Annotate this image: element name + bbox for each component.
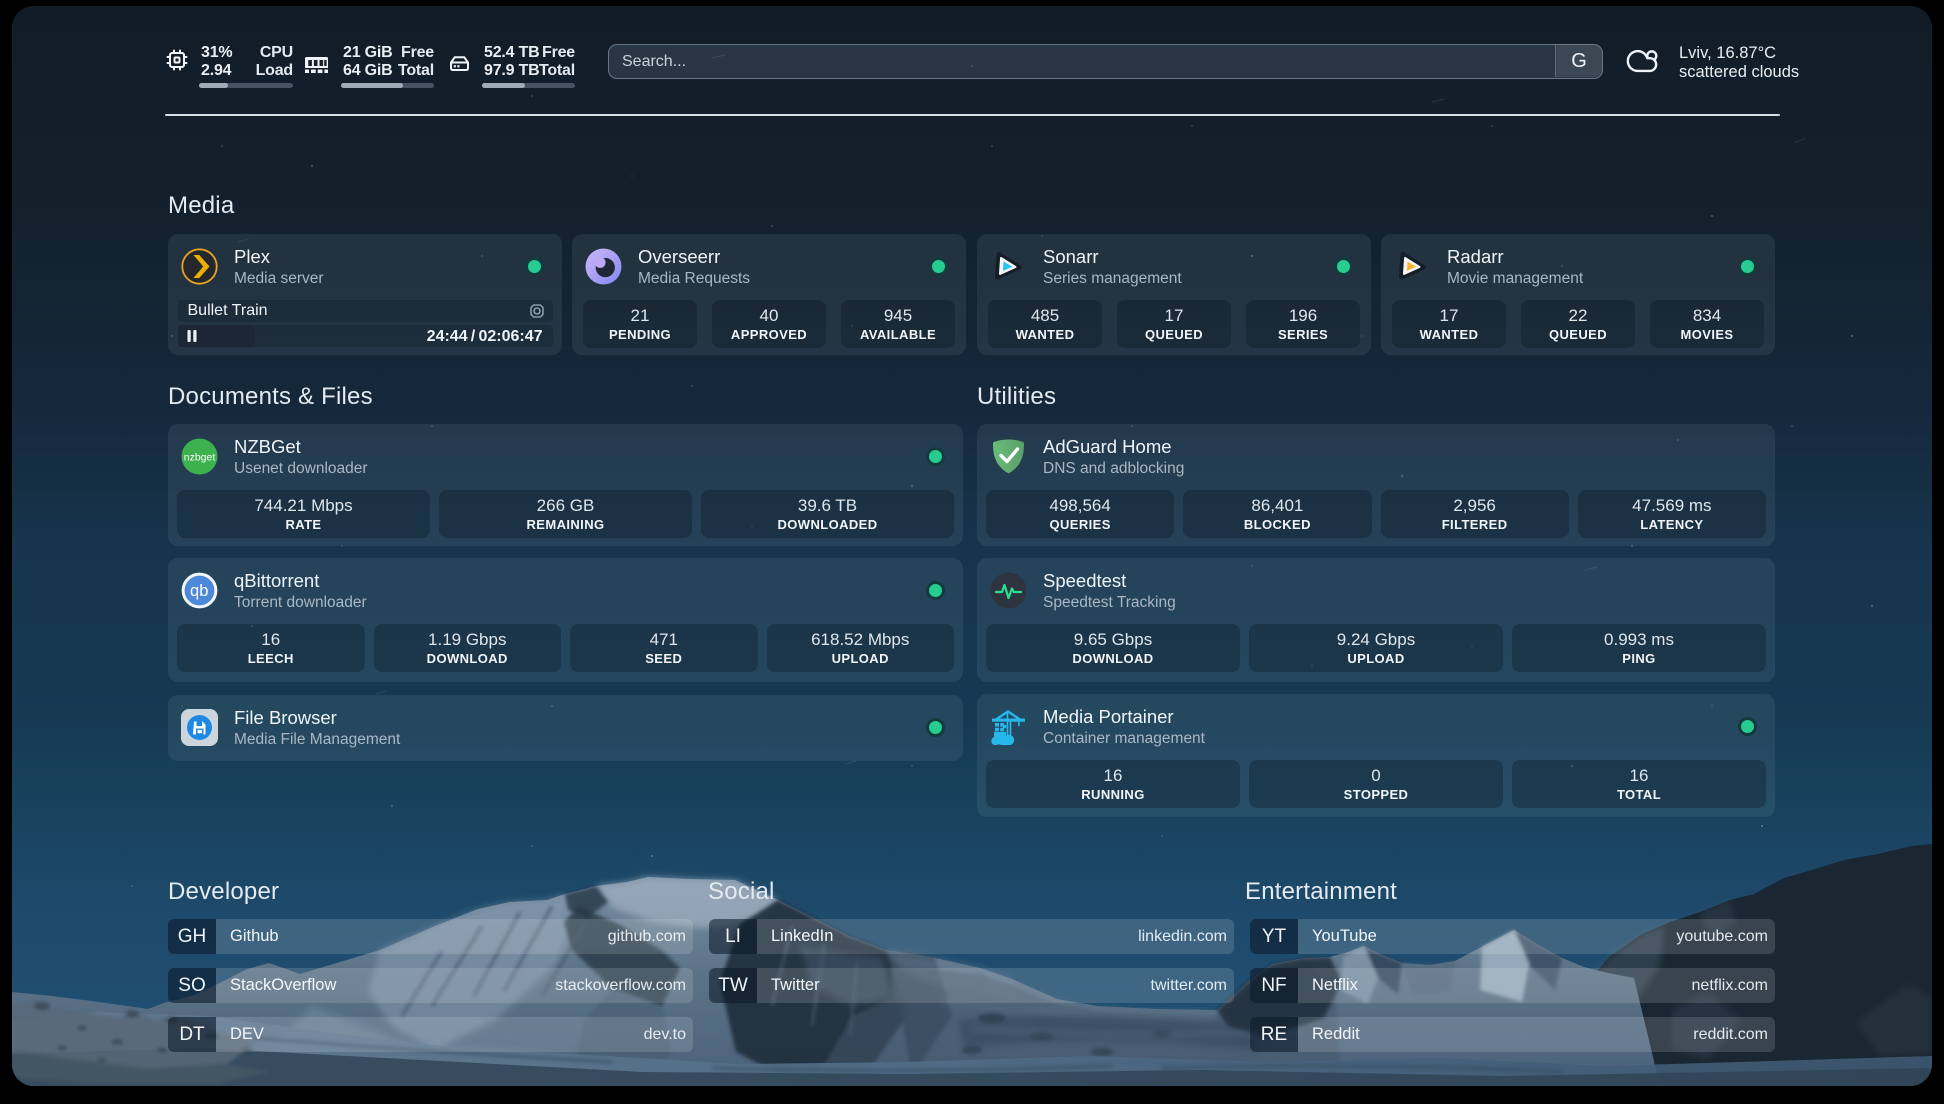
- svg-text:qb: qb: [190, 582, 208, 600]
- svg-text:nzbget: nzbget: [184, 452, 216, 464]
